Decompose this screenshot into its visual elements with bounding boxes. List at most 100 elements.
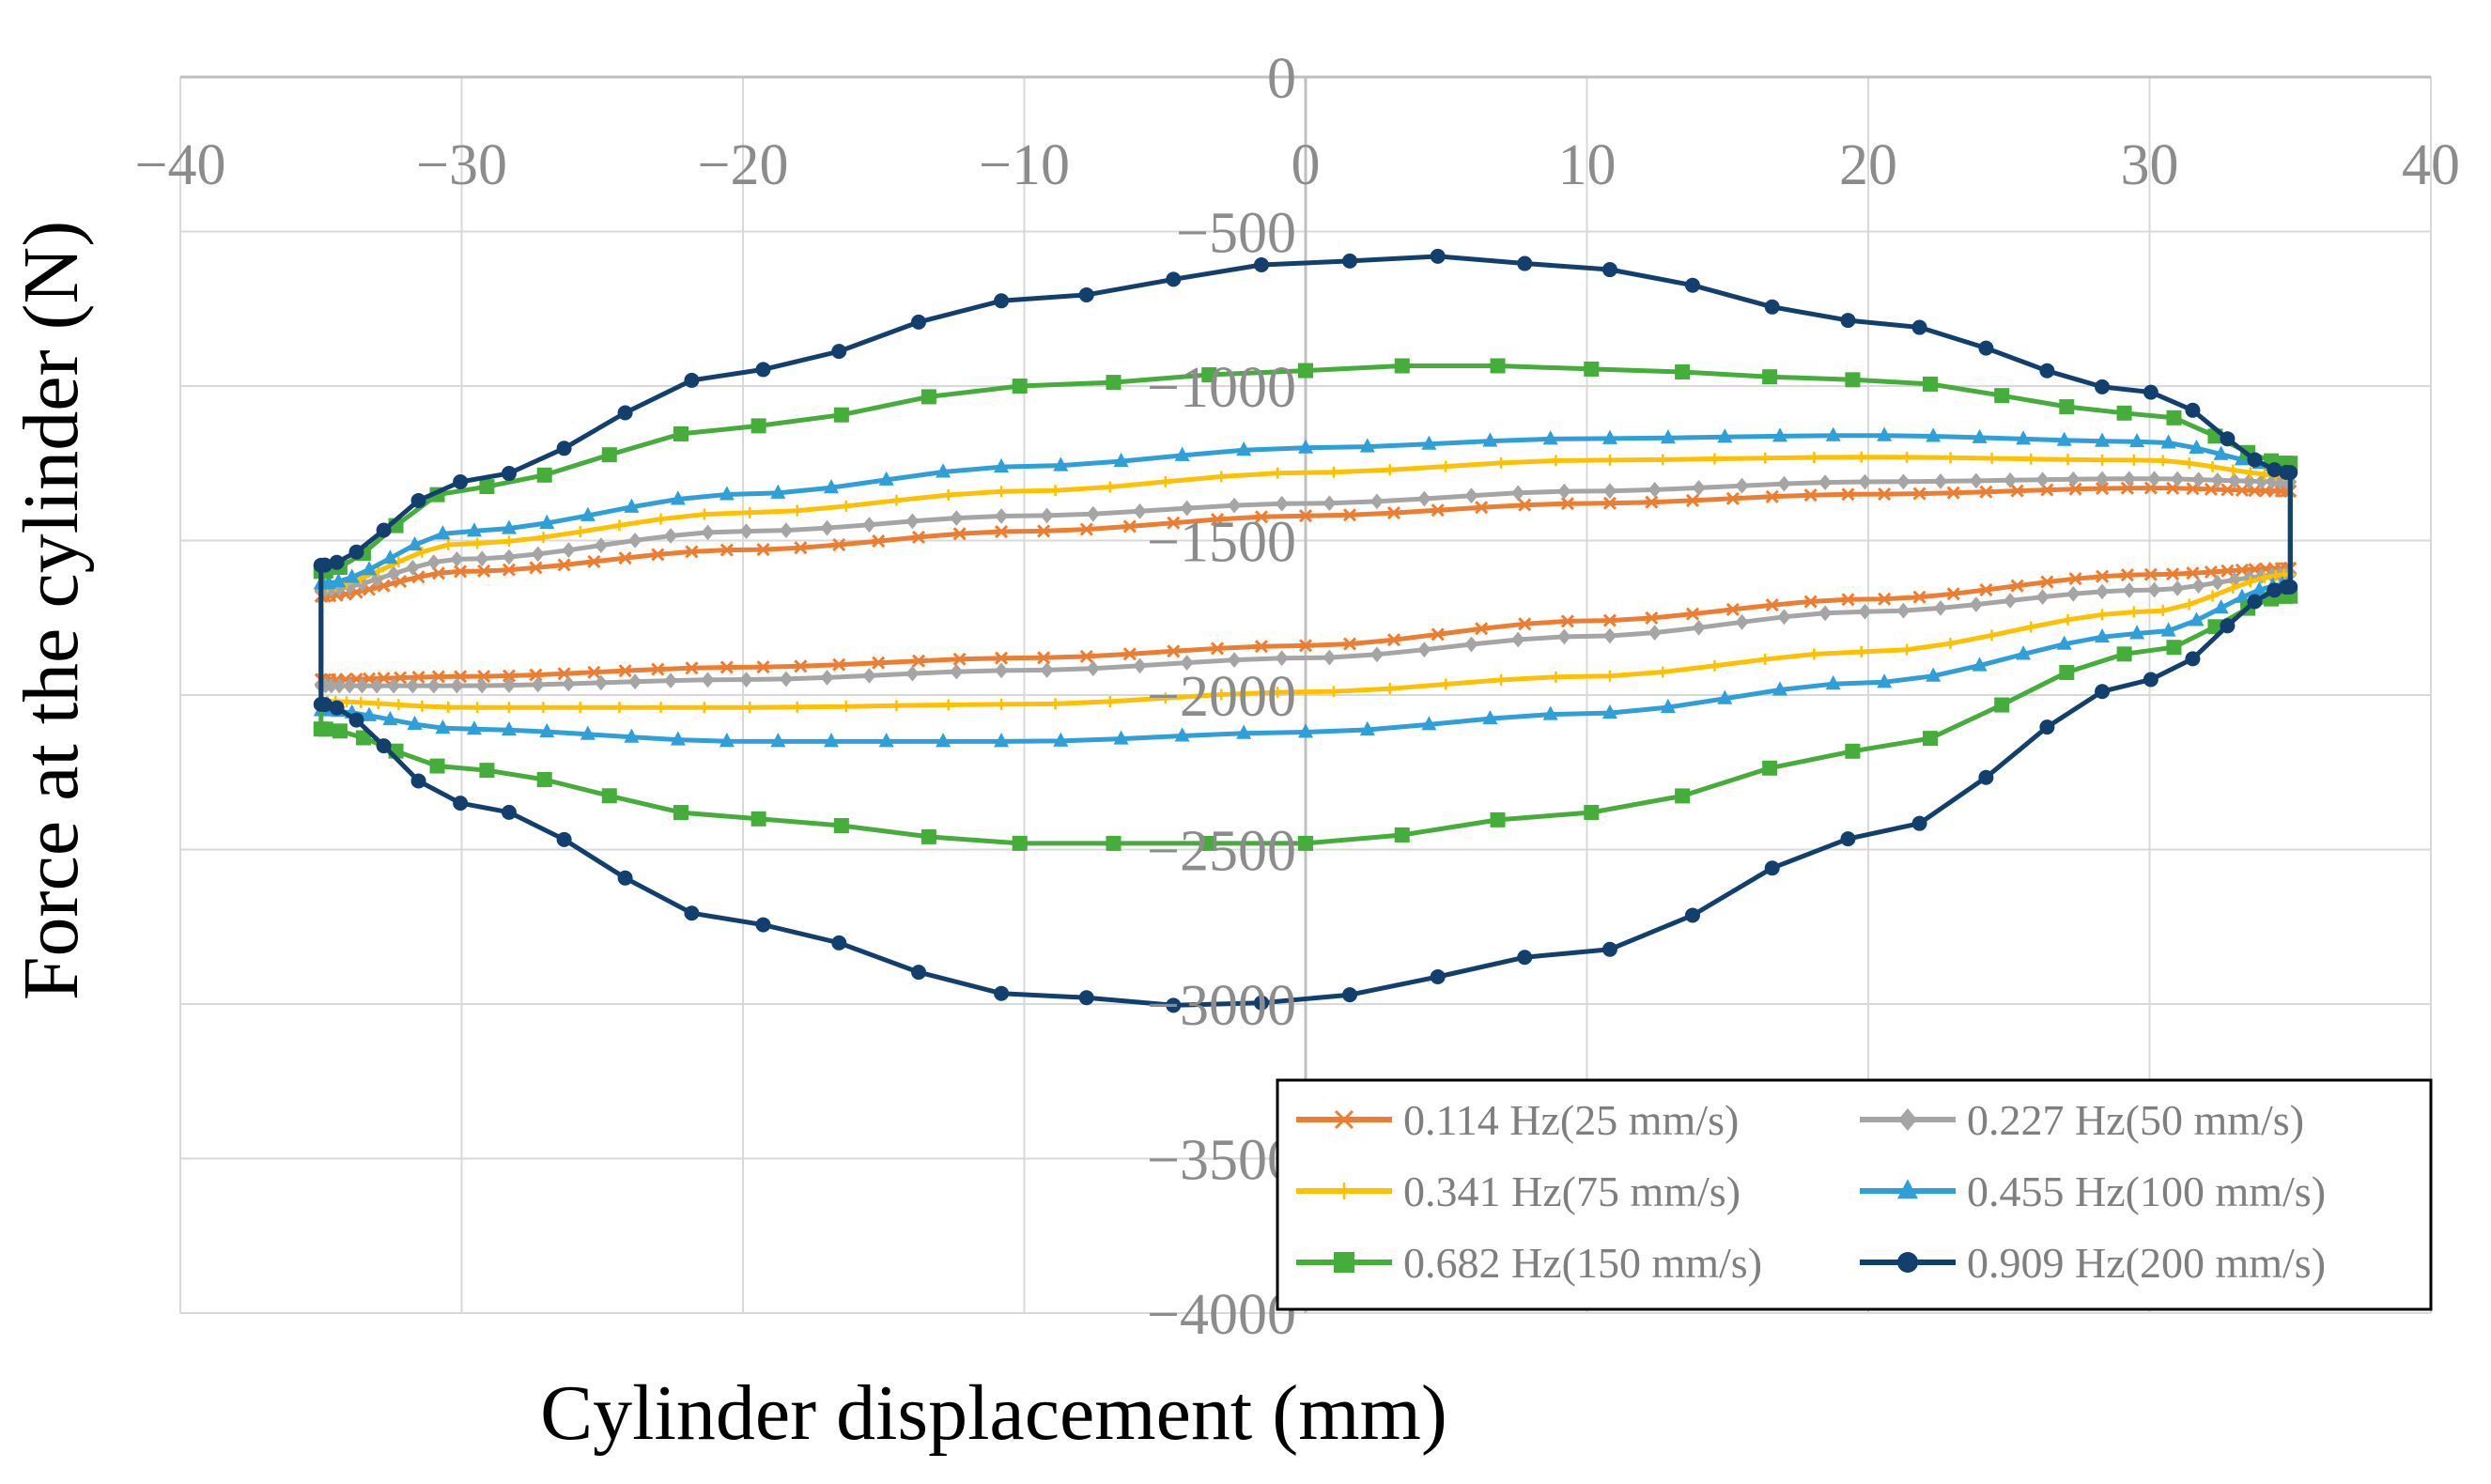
data-point xyxy=(1440,678,1452,690)
data-point xyxy=(1542,705,1558,720)
data-point xyxy=(1725,491,1740,505)
data-point xyxy=(1684,907,1700,923)
data-point xyxy=(1464,636,1478,653)
data-point xyxy=(479,763,495,779)
data-point xyxy=(673,425,689,441)
data-point xyxy=(617,405,633,421)
data-point xyxy=(2004,471,2018,488)
data-point xyxy=(426,677,441,694)
data-point xyxy=(2059,664,2075,680)
data-point xyxy=(1254,510,1269,524)
data-point xyxy=(2025,453,2037,465)
data-point xyxy=(2220,618,2236,634)
data-point xyxy=(2244,576,2256,588)
data-point xyxy=(1106,375,1122,391)
data-point xyxy=(407,535,423,551)
data-point xyxy=(1692,480,1706,496)
data-point xyxy=(952,527,967,541)
data-point xyxy=(472,702,484,714)
data-point xyxy=(1037,524,1051,538)
data-point xyxy=(580,506,596,521)
data-point xyxy=(1384,683,1396,695)
data-point xyxy=(1517,950,1533,966)
data-point xyxy=(587,665,601,679)
data-point xyxy=(911,654,926,668)
data-point xyxy=(791,504,803,517)
data-point xyxy=(1762,760,1778,776)
data-point xyxy=(664,672,678,689)
data-point xyxy=(1079,522,1093,536)
data-point xyxy=(1342,508,1357,522)
data-point xyxy=(1601,262,1617,278)
data-point xyxy=(2127,454,2140,466)
data-point xyxy=(329,700,345,716)
data-point xyxy=(1215,688,1228,701)
data-point xyxy=(466,720,482,735)
data-point xyxy=(2185,651,2201,667)
data-point xyxy=(1475,501,1489,515)
data-point xyxy=(536,467,552,483)
data-point xyxy=(2122,471,2136,487)
data-point xyxy=(355,677,369,694)
data-point xyxy=(466,522,482,537)
data-point xyxy=(1122,647,1137,661)
data-point xyxy=(2010,484,2024,498)
data-point xyxy=(744,702,756,714)
data-point xyxy=(832,537,846,552)
data-point xyxy=(2116,405,2132,421)
data-point xyxy=(1106,835,1122,851)
data-point xyxy=(831,935,847,951)
data-point xyxy=(1923,376,1939,392)
data-point xyxy=(1912,590,1926,604)
data-point xyxy=(1323,649,1337,666)
data-point xyxy=(539,514,555,529)
data-point xyxy=(331,572,347,588)
data-point xyxy=(779,522,793,538)
data-point xyxy=(329,554,345,570)
data-point xyxy=(1210,512,1225,527)
data-point xyxy=(2171,471,2185,487)
data-point xyxy=(1482,432,1498,447)
data-point xyxy=(376,522,392,538)
data-point xyxy=(410,773,426,789)
data-point xyxy=(628,532,642,549)
data-point xyxy=(574,702,586,714)
data-point xyxy=(719,486,735,501)
legend-box xyxy=(1276,1078,2433,1311)
data-point xyxy=(1495,673,1508,686)
data-point xyxy=(655,702,667,714)
data-point xyxy=(1386,506,1401,520)
data-point xyxy=(601,788,617,804)
data-point xyxy=(1840,831,1856,847)
data-point xyxy=(862,517,876,533)
data-point xyxy=(995,524,1009,539)
data-point xyxy=(2143,672,2158,688)
data-point xyxy=(1272,467,1284,479)
data-point xyxy=(1946,587,1960,601)
data-point xyxy=(2016,645,2032,660)
data-point xyxy=(2095,379,2111,394)
data-point xyxy=(624,728,640,743)
data-point xyxy=(862,667,876,684)
data-point xyxy=(670,490,686,505)
data-point xyxy=(1584,804,1600,820)
data-point xyxy=(472,537,484,549)
data-point xyxy=(431,566,445,580)
data-point xyxy=(2267,462,2282,478)
data-point xyxy=(1986,453,1998,465)
data-point xyxy=(1684,277,1700,293)
data-point xyxy=(343,677,357,694)
data-point xyxy=(313,721,329,737)
data-point xyxy=(1421,716,1437,731)
y-tick-label: −1000 xyxy=(1147,356,1296,420)
data-point xyxy=(794,541,808,555)
data-point xyxy=(475,677,489,694)
data-point xyxy=(1933,599,1947,616)
data-point xyxy=(613,519,626,532)
data-point xyxy=(2227,581,2239,594)
data-point xyxy=(1394,358,1410,374)
data-point xyxy=(2160,434,2176,449)
data-point xyxy=(2191,578,2205,594)
data-point xyxy=(1825,426,1841,441)
legend-marker xyxy=(1334,1252,1354,1273)
